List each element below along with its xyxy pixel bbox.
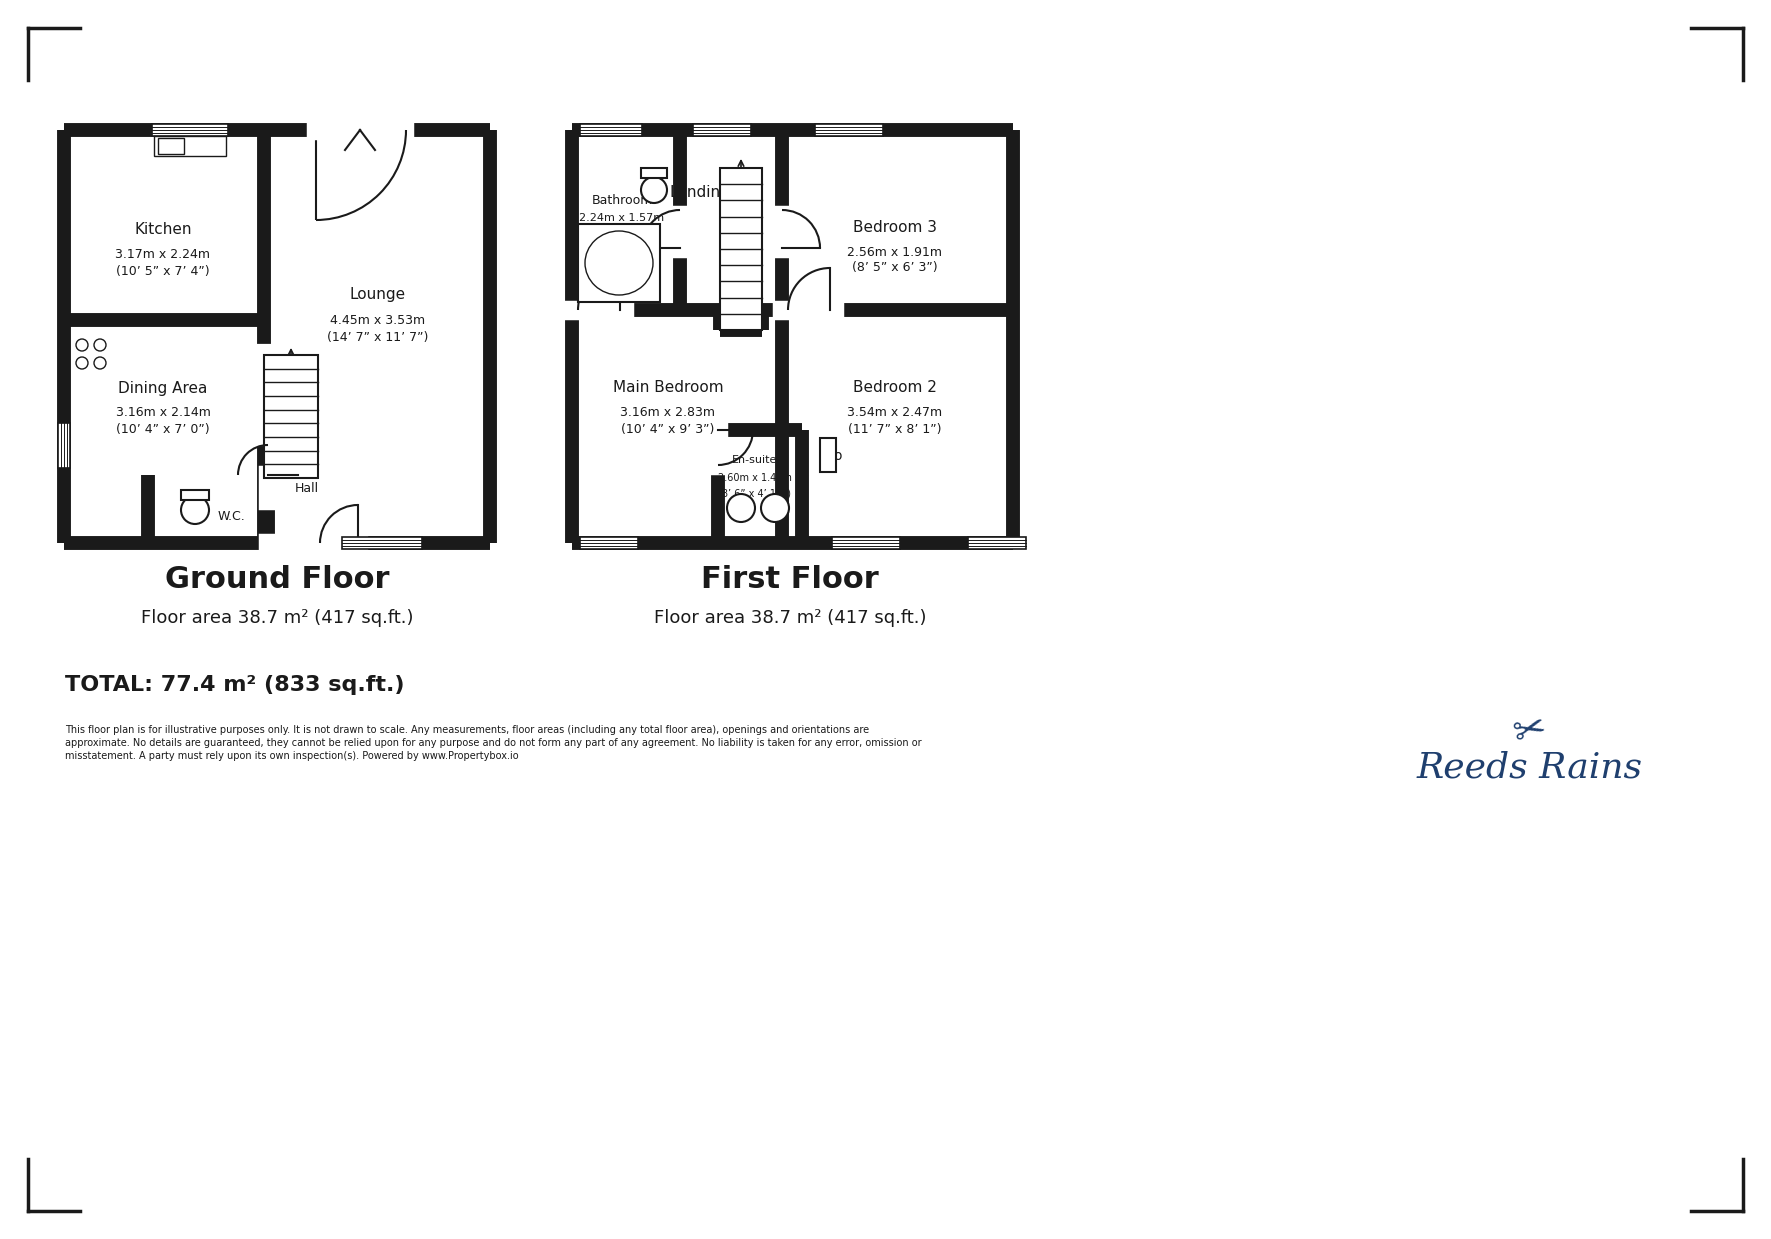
Text: Floor area 38.7 m² (417 sq.ft.): Floor area 38.7 m² (417 sq.ft.) <box>140 610 413 627</box>
Text: (8’ 6” x 4’ 10”): (8’ 6” x 4’ 10”) <box>719 488 792 498</box>
Bar <box>264 356 319 478</box>
Bar <box>820 439 836 472</box>
Text: First Floor: First Floor <box>701 565 878 595</box>
Text: TOTAL: 77.4 m² (833 sq.ft.): TOTAL: 77.4 m² (833 sq.ft.) <box>66 675 404 695</box>
Text: (10’ 4” x 9’ 3”): (10’ 4” x 9’ 3”) <box>622 424 715 436</box>
Text: o: o <box>834 449 843 463</box>
Text: En-suite: En-suite <box>733 455 777 465</box>
Bar <box>152 124 228 136</box>
Ellipse shape <box>584 230 653 295</box>
Bar <box>692 124 751 136</box>
Text: ✂: ✂ <box>1509 707 1551 752</box>
Bar <box>832 536 900 549</box>
Circle shape <box>641 177 668 203</box>
Bar <box>579 536 638 549</box>
Circle shape <box>728 494 754 522</box>
Text: (11’ 7” x 8’ 1”): (11’ 7” x 8’ 1”) <box>848 424 942 436</box>
Text: (8’ 5” x 6’ 3”): (8’ 5” x 6’ 3”) <box>852 261 939 275</box>
Text: 3.17m x 2.24m: 3.17m x 2.24m <box>115 249 211 261</box>
Bar <box>815 124 884 136</box>
Text: Main Bedroom: Main Bedroom <box>613 380 723 395</box>
Text: Ground Floor: Ground Floor <box>165 565 390 595</box>
Text: 3.16m x 2.83m: 3.16m x 2.83m <box>620 406 715 420</box>
Text: Bathroom: Bathroom <box>592 193 653 207</box>
Bar <box>721 169 762 330</box>
Text: This floor plan is for illustrative purposes only. It is not drawn to scale. Any: This floor plan is for illustrative purp… <box>66 725 921 762</box>
Text: Bedroom 2: Bedroom 2 <box>854 380 937 395</box>
Text: Reeds Rains: Reeds Rains <box>1417 751 1643 786</box>
Text: 2.56m x 1.91m: 2.56m x 1.91m <box>848 245 942 259</box>
Bar <box>577 224 661 302</box>
Text: (10’ 4” x 7’ 0”): (10’ 4” x 7’ 0”) <box>117 424 209 436</box>
Text: 4.45m x 3.53m: 4.45m x 3.53m <box>331 313 425 327</box>
Circle shape <box>76 357 89 369</box>
Text: 3.16m x 2.14m: 3.16m x 2.14m <box>115 406 211 420</box>
Bar <box>154 136 227 156</box>
Text: 3.54m x 2.47m: 3.54m x 2.47m <box>848 406 942 420</box>
Text: 2.24m x 1.57m: 2.24m x 1.57m <box>579 213 664 223</box>
Text: 2.60m x 1.48m: 2.60m x 1.48m <box>717 473 792 483</box>
Circle shape <box>762 494 790 522</box>
Text: Bedroom 3: Bedroom 3 <box>854 221 937 235</box>
Text: Dining Area: Dining Area <box>119 380 207 395</box>
Bar <box>641 169 668 178</box>
Text: Hall: Hall <box>296 482 319 494</box>
Bar <box>181 489 209 501</box>
Circle shape <box>181 496 209 524</box>
Text: Kitchen: Kitchen <box>135 223 191 238</box>
Text: Floor area 38.7 m² (417 sq.ft.): Floor area 38.7 m² (417 sq.ft.) <box>653 610 926 627</box>
Text: (7’ 4” x 5’ 2”): (7’ 4” x 5’ 2”) <box>584 227 661 237</box>
Text: W.C.: W.C. <box>218 510 246 524</box>
Text: (14’ 7” x 11’ 7”): (14’ 7” x 11’ 7”) <box>328 331 429 343</box>
Bar <box>342 536 421 549</box>
Text: Landing: Landing <box>669 185 730 199</box>
Bar <box>969 536 1025 549</box>
Circle shape <box>76 339 89 351</box>
Bar <box>158 138 184 154</box>
Circle shape <box>94 339 106 351</box>
Text: (10’ 5” x 7’ 4”): (10’ 5” x 7’ 4”) <box>117 265 209 279</box>
Circle shape <box>94 357 106 369</box>
Text: Lounge: Lounge <box>351 287 406 302</box>
Bar <box>579 124 643 136</box>
Bar <box>58 422 71 468</box>
